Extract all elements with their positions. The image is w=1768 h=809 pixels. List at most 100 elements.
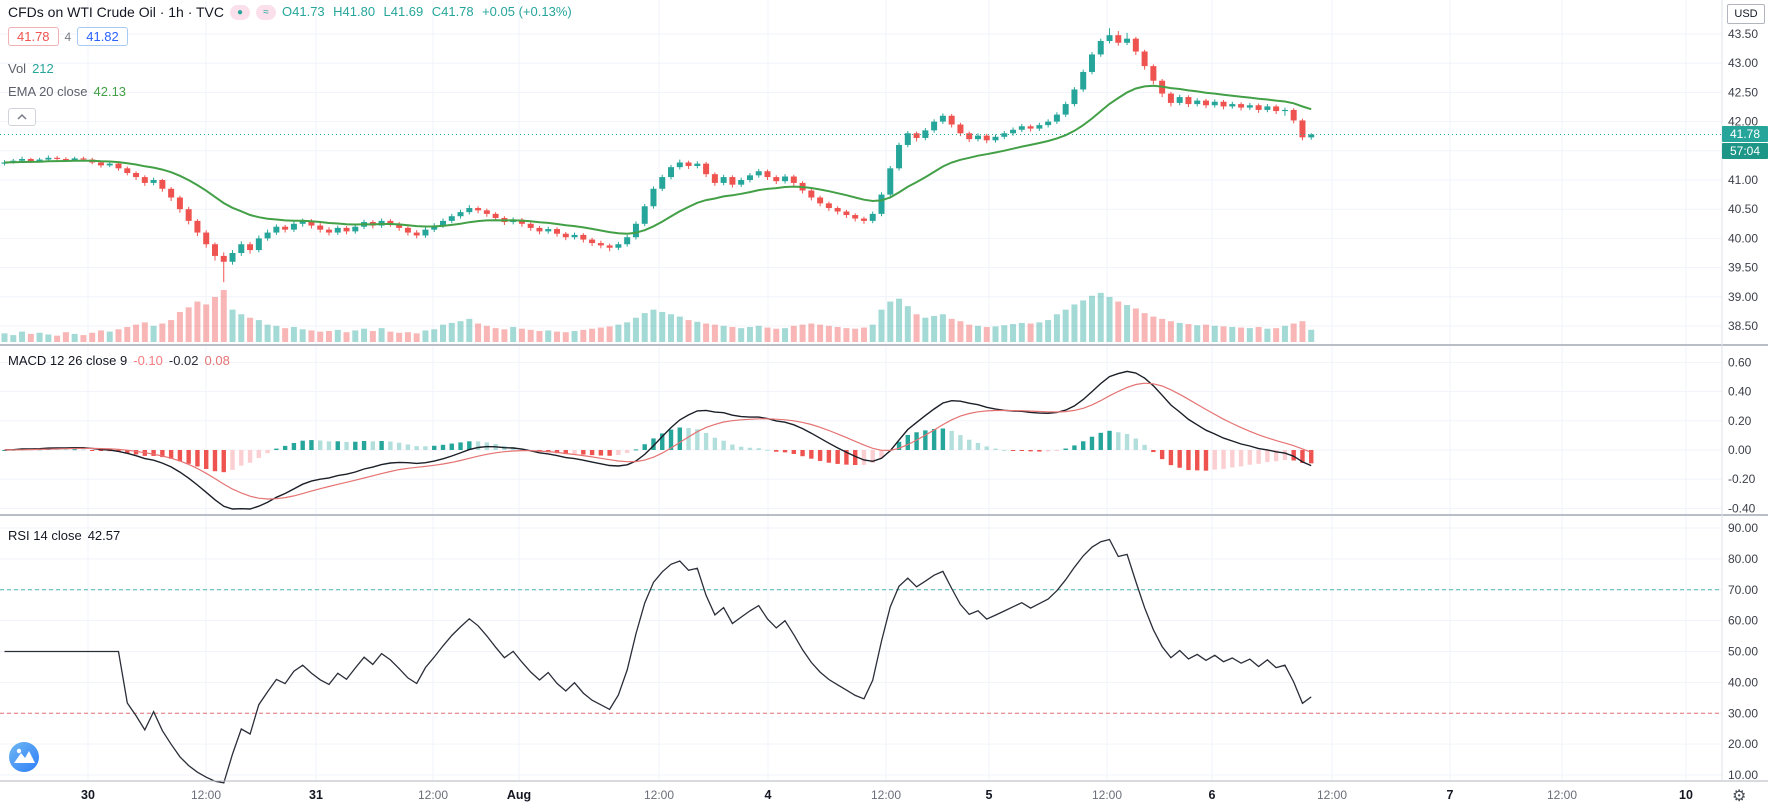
volume-bar xyxy=(1,333,8,342)
volume-bar xyxy=(334,329,341,342)
volume-bar xyxy=(659,311,666,342)
candle xyxy=(860,218,867,221)
volume-bar xyxy=(176,311,183,342)
candle xyxy=(141,177,148,183)
ema-legend: EMA 20 close 42.13 xyxy=(8,84,126,99)
price-tick-label: 42.00 xyxy=(1728,115,1758,129)
volume-bar xyxy=(887,301,894,342)
volume-bar xyxy=(536,331,543,342)
volume-bar xyxy=(387,331,394,342)
time-tick-label: 12:00 xyxy=(418,788,448,802)
candle xyxy=(589,239,596,244)
macd-tick-label: 0.40 xyxy=(1728,385,1752,399)
macd-histogram-bar xyxy=(712,437,718,450)
macd-histogram-bar xyxy=(1300,450,1305,463)
candle xyxy=(229,253,236,262)
volume-bar xyxy=(1185,324,1192,342)
candle xyxy=(729,177,736,185)
volume-bar xyxy=(203,304,210,342)
macd-histogram-bar xyxy=(247,450,253,463)
macd-histogram-bar xyxy=(554,450,560,454)
volume-bar xyxy=(97,330,104,342)
macd-histogram-bar xyxy=(63,449,69,451)
macd-histogram-bar xyxy=(1107,430,1112,450)
macd-histogram-bar xyxy=(782,450,788,453)
macd-histogram-bar xyxy=(940,428,946,450)
macd-histogram-bar xyxy=(791,450,796,454)
macd-histogram-bar xyxy=(993,448,998,450)
candle xyxy=(983,135,990,141)
price-tick-label: 41.00 xyxy=(1728,173,1758,187)
candle xyxy=(168,188,175,198)
timezone-settings-gear-icon[interactable]: ⚙ xyxy=(1732,788,1747,805)
high-value: H41.80 xyxy=(333,4,376,19)
candle xyxy=(869,213,876,221)
candle xyxy=(133,172,140,178)
volume-bar xyxy=(133,324,140,342)
macd-histogram-bar xyxy=(98,450,104,451)
candle xyxy=(992,136,999,141)
volume-bar xyxy=(352,330,359,342)
rsi-tick-label: 50.00 xyxy=(1728,645,1758,659)
volume-bar xyxy=(957,321,964,342)
volume-bar xyxy=(378,328,385,342)
symbol-title[interactable]: CFDs on WTI Crude Oil · 1h · TVC xyxy=(8,4,225,20)
ask-button[interactable]: 41.82 xyxy=(77,27,128,46)
macd-histogram-bar xyxy=(1238,450,1244,467)
candle xyxy=(711,174,718,183)
collapse-legend-button[interactable] xyxy=(8,108,36,126)
tradingview-logo[interactable] xyxy=(8,741,40,773)
macd-histogram-bar xyxy=(1116,432,1121,450)
macd-histogram-bar xyxy=(151,450,156,456)
macd-histogram-bar xyxy=(370,441,376,450)
candle xyxy=(422,229,429,236)
volume-bar xyxy=(492,328,499,342)
macd-tick-label: -0.20 xyxy=(1728,472,1756,486)
volume-bar xyxy=(1124,305,1131,342)
time-tick-label: 5 xyxy=(986,788,993,802)
ema-label[interactable]: EMA 20 close xyxy=(8,84,88,99)
volume-bar xyxy=(1010,324,1017,342)
candle xyxy=(1132,38,1139,52)
macd-histogram-bar xyxy=(414,446,419,450)
bar-countdown-badge: 57:04 xyxy=(1722,143,1768,160)
candle xyxy=(887,168,894,195)
rsi-label[interactable]: RSI 14 close xyxy=(8,528,82,543)
volume-bar xyxy=(729,326,736,342)
candle xyxy=(159,180,166,189)
macd-histogram-bar xyxy=(835,450,840,464)
candle xyxy=(475,208,482,211)
macd-histogram-bar xyxy=(1142,444,1147,450)
volume-bar xyxy=(10,335,17,342)
macd-histogram-bar xyxy=(695,429,700,450)
low-value: L41.69 xyxy=(383,4,424,19)
time-tick-label: 31 xyxy=(309,788,323,802)
macd-histogram-bar xyxy=(774,450,779,452)
macd-label[interactable]: MACD 12 26 close 9 xyxy=(8,353,128,368)
volume-bar xyxy=(860,327,867,342)
candle xyxy=(764,171,771,178)
candle xyxy=(1281,109,1288,112)
volume-bar xyxy=(396,332,403,342)
candle xyxy=(238,244,245,253)
candle xyxy=(852,215,859,219)
macd-histogram-bar xyxy=(747,447,753,450)
macd-histogram-bar xyxy=(756,448,761,450)
time-tick-label: 10 xyxy=(1679,788,1693,802)
ema-line xyxy=(4,84,1312,235)
volume-bar xyxy=(238,314,245,342)
spread-value: 4 xyxy=(64,29,72,44)
macd-histogram-bar xyxy=(1151,450,1156,453)
candle xyxy=(404,227,411,233)
volume-bar xyxy=(89,332,96,342)
volume-bar xyxy=(264,324,271,342)
currency-toggle[interactable]: USD xyxy=(1727,4,1765,24)
bid-button[interactable]: 41.78 xyxy=(8,27,59,46)
candle xyxy=(694,163,701,166)
candle xyxy=(124,168,131,173)
candle xyxy=(1062,104,1069,115)
volume-bar xyxy=(124,326,131,342)
candle xyxy=(536,227,543,232)
volume-bar xyxy=(220,290,227,342)
